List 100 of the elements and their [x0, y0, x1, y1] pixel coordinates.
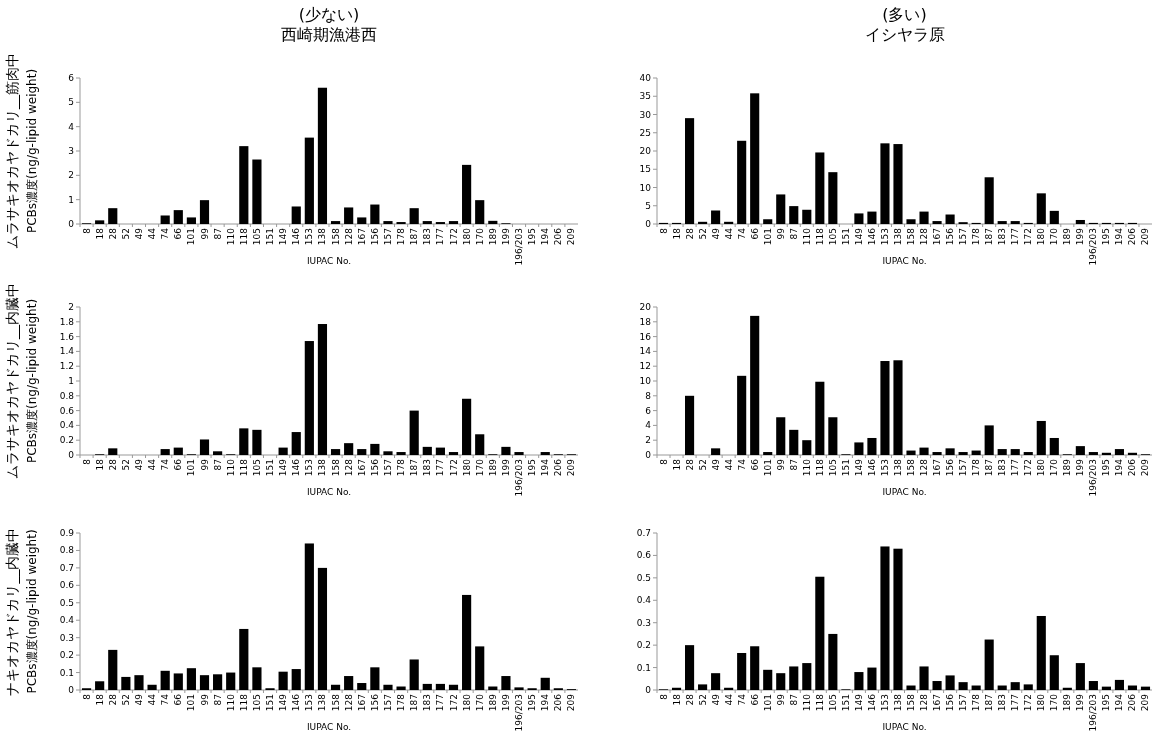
- bar: [1036, 420, 1046, 455]
- bar: [160, 670, 170, 690]
- bar: [867, 437, 877, 455]
- x-tick-label: 156: [945, 458, 956, 477]
- bar: [1101, 452, 1111, 455]
- y-tick-label: 0: [645, 685, 652, 695]
- x-tick-label: 172: [1023, 459, 1034, 477]
- x-tick-label: 149: [853, 227, 864, 246]
- bar: [828, 633, 838, 690]
- x-tick-label: 49: [133, 227, 144, 240]
- bar: [776, 194, 786, 224]
- x-tick-label: 199: [1075, 693, 1086, 712]
- x-tick-label: 128: [919, 458, 930, 477]
- x-tick-label: 118: [238, 693, 249, 712]
- bar: [278, 447, 288, 455]
- bar: [422, 221, 432, 224]
- x-tick-label: 66: [173, 227, 184, 240]
- x-tick-label: 170: [1049, 458, 1060, 477]
- x-tick-label: 99: [199, 693, 210, 706]
- x-tick-label: 177: [1010, 694, 1021, 712]
- x-tick-label: 196/203: [514, 459, 525, 497]
- y-tick-label: 0.2: [59, 435, 74, 446]
- bar: [199, 675, 210, 690]
- y-tick-label: 0.7: [59, 562, 74, 573]
- x-tick-label: 99: [775, 693, 786, 706]
- bar: [828, 417, 838, 455]
- x-tick-label: 206: [1127, 227, 1138, 246]
- bar: [304, 543, 314, 690]
- x-tick-label: 180: [461, 227, 472, 246]
- x-tick-label: 153: [879, 228, 890, 246]
- x-tick-label: 28: [107, 458, 118, 471]
- x-tick-label: 28: [107, 227, 118, 240]
- bar: [815, 152, 825, 224]
- y-axis-title: ムラサキオカヤドカリ__筋肉中 PCBs濃度(ng/g-lipid weight): [4, 53, 39, 249]
- y-tick-label: 16: [639, 331, 652, 342]
- x-tick-label: 44: [723, 693, 734, 706]
- bar: [160, 449, 170, 455]
- bar: [958, 452, 968, 455]
- y-tick-label: 3: [68, 146, 74, 156]
- bar: [370, 443, 380, 455]
- x-tick-label: 74: [160, 458, 171, 471]
- bar: [540, 452, 550, 455]
- x-tick-label: 118: [814, 693, 825, 712]
- x-tick-label: 158: [906, 227, 917, 246]
- x-tick-label: 8: [81, 227, 92, 234]
- x-tick-label: 153: [304, 694, 315, 712]
- bar: [330, 221, 341, 224]
- x-tick-label: 52: [120, 694, 131, 706]
- bar: [1127, 452, 1138, 455]
- x-tick-label: 157: [382, 228, 393, 246]
- x-tick-label: 18: [671, 458, 682, 471]
- x-tick-label: 156: [369, 693, 380, 712]
- x-tick-label: 146: [866, 693, 877, 712]
- bar: [711, 673, 721, 690]
- x-tick-label: 206: [553, 227, 564, 246]
- y-tick-label: 18: [639, 316, 652, 327]
- x-tick-label: 87: [212, 694, 223, 706]
- y-tick-label: 0.9: [59, 528, 75, 538]
- bar: [514, 687, 524, 690]
- bar: [252, 429, 262, 455]
- x-tick-label: 149: [278, 227, 289, 246]
- x-tick-label: 209: [1140, 458, 1151, 477]
- x-tick-label: 189: [487, 458, 498, 477]
- bar: [880, 546, 890, 690]
- x-tick-label: 183: [422, 459, 433, 477]
- bar: [1075, 663, 1085, 690]
- bar: [815, 576, 825, 690]
- bar: [815, 381, 825, 455]
- bar: [685, 395, 695, 455]
- bar: [1049, 437, 1059, 455]
- bar: [958, 682, 968, 690]
- y-tick-label: 40: [639, 73, 652, 83]
- bar: [108, 208, 118, 224]
- x-tick-label: 167: [356, 228, 367, 246]
- y-tick-label: 12: [639, 361, 651, 372]
- bar: [1075, 446, 1085, 455]
- bar: [317, 324, 328, 455]
- bar: [199, 439, 210, 455]
- bar: [278, 671, 288, 690]
- y-tick-label: 15: [639, 164, 651, 175]
- x-tick-label: 153: [304, 459, 315, 477]
- x-tick-label: 138: [317, 458, 328, 477]
- x-tick-label: 52: [697, 459, 708, 471]
- x-tick-label: 183: [997, 459, 1008, 477]
- bar: [711, 210, 721, 224]
- x-tick-label: 110: [801, 693, 812, 712]
- x-tick-label: 52: [697, 228, 708, 240]
- y-tick-label: 0.1: [59, 667, 74, 678]
- bar: [671, 687, 682, 690]
- x-tick-label: 180: [1036, 227, 1047, 246]
- bar: [711, 448, 721, 455]
- x-tick-label: 196/203: [1088, 459, 1099, 497]
- bar: [173, 210, 183, 224]
- y-tick-label: 2: [68, 170, 74, 181]
- x-axis-title: IUPAC No.: [306, 256, 352, 266]
- x-tick-label: 138: [892, 227, 903, 246]
- x-tick-label: 18: [94, 458, 105, 471]
- x-axis-title: IUPAC No.: [306, 487, 352, 497]
- y-tick-label: 0.8: [59, 390, 75, 401]
- x-tick-label: 153: [304, 228, 315, 246]
